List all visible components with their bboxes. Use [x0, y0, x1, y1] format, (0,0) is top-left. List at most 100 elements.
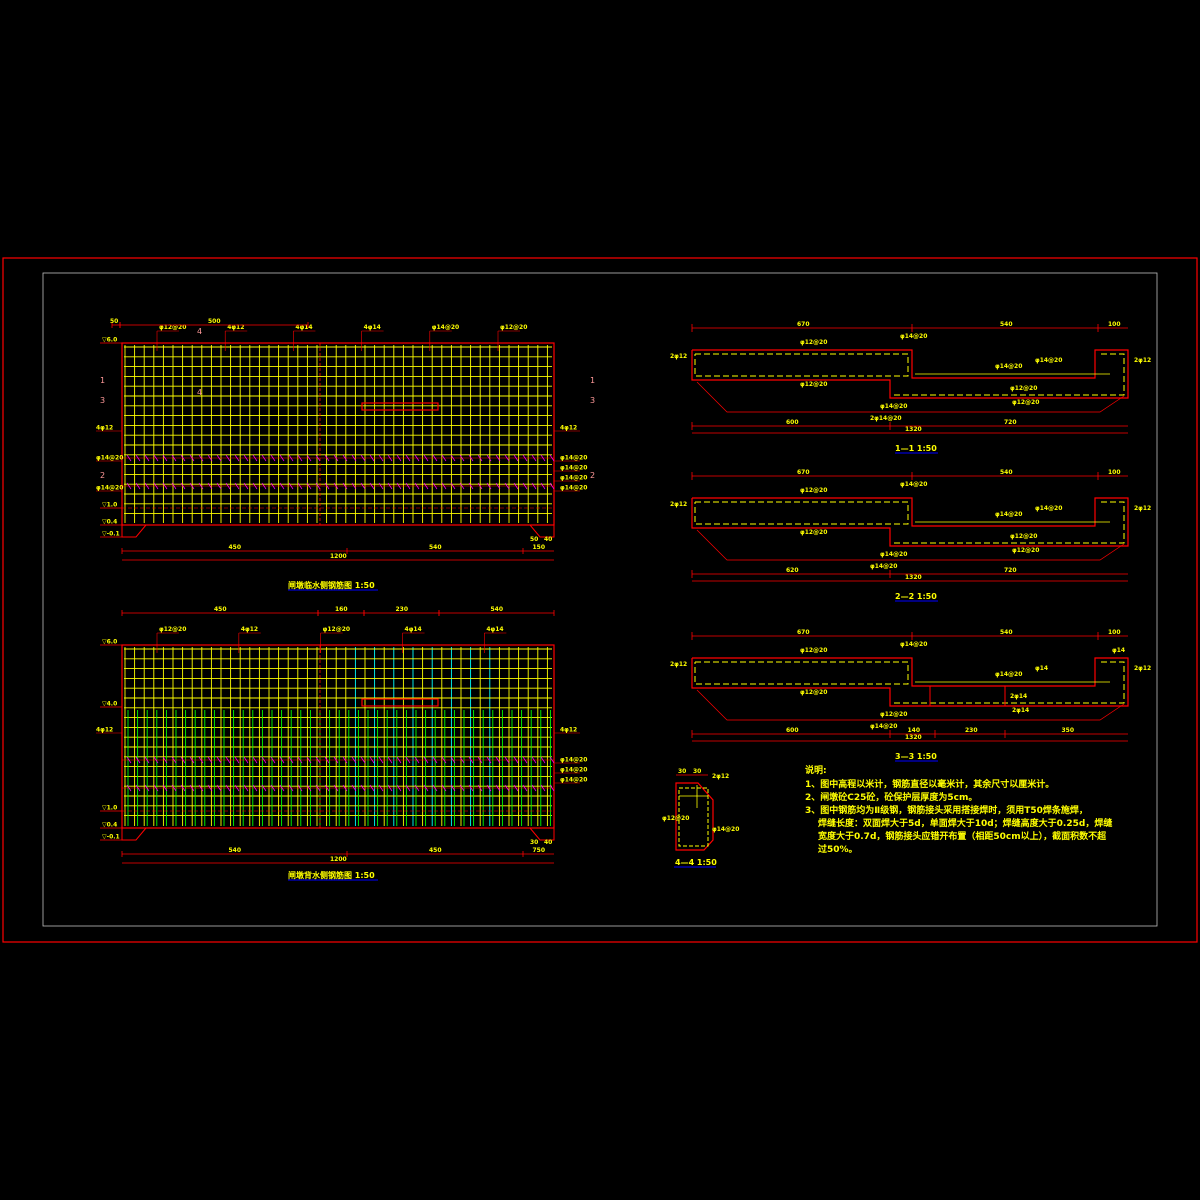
stirrup-mark: [369, 784, 375, 792]
note-line: 过50%。: [818, 843, 858, 855]
stirrup-mark: [459, 784, 465, 792]
stirrup-mark: [189, 784, 195, 792]
stirrup-mark: [180, 784, 186, 792]
dimension-text: 1320: [905, 574, 922, 581]
stirrup-mark: [207, 454, 213, 462]
stirrup-mark: [270, 454, 276, 462]
stirrup-mark: [540, 482, 546, 490]
rebar-cage: [678, 787, 709, 847]
note-line: 宽度大于0.7d，钢筋接头应错开布置（相距50cm以上），截面积数不超: [817, 830, 1107, 842]
stirrup-mark: [252, 454, 258, 462]
stirrup-mark: [459, 482, 465, 490]
stirrup-mark: [261, 756, 267, 764]
dimension-text: 40: [544, 536, 552, 543]
stirrup-mark: [234, 454, 240, 462]
stirrup-mark: [261, 784, 267, 792]
stirrup-mark: [189, 482, 195, 490]
stirrup-mark: [531, 784, 537, 792]
stirrup-mark: [378, 784, 384, 792]
stirrup-mark: [315, 784, 321, 792]
stirrup-mark: [216, 454, 222, 462]
outer-frame: [2, 257, 1198, 943]
stirrup-mark: [432, 756, 438, 764]
stirrup-mark: [387, 454, 393, 462]
section-outline: [691, 497, 1129, 547]
rebar-label: φ12@20: [800, 647, 827, 654]
section-title: 3—3 1:50: [895, 752, 937, 761]
section-mark: 1: [100, 376, 105, 385]
note-line: 3、图中钢筋均为Ⅱ级钢，钢筋接头采用搭接焊时，须用T50焊条施焊，: [805, 804, 1088, 816]
section-title: 2—2 1:50: [895, 592, 937, 601]
stirrup-mark: [288, 454, 294, 462]
dimension-text: 600: [786, 727, 799, 734]
footing-left: [121, 827, 147, 841]
stirrup-mark: [360, 756, 366, 764]
stirrup-mark: [342, 756, 348, 764]
stirrup-mark: [387, 756, 393, 764]
stirrup-mark: [540, 756, 546, 764]
stirrup-mark: [180, 482, 186, 490]
stirrup-mark: [378, 482, 384, 490]
rebar-label: 2φ12: [670, 501, 687, 508]
rebar-label: 4φ12: [96, 727, 113, 734]
stirrup-mark: [189, 756, 195, 764]
rebar-label: φ12@20: [1010, 533, 1037, 540]
rebar-label: φ14@20: [96, 455, 123, 462]
stirrup-mark: [126, 454, 132, 462]
stirrup-mark: [351, 482, 357, 490]
stirrup-mark: [495, 482, 501, 490]
rebar-label: φ14@20: [995, 511, 1022, 518]
stirrup-mark: [486, 454, 492, 462]
stirrup-mark: [243, 784, 249, 792]
stirrup-mark: [171, 482, 177, 490]
rebar-cage: [894, 353, 1125, 396]
stirrup-mark: [387, 784, 393, 792]
stirrup-mark: [270, 482, 276, 490]
stirrup-mark: [162, 454, 168, 462]
stirrup-mark: [153, 454, 159, 462]
rebar-label: 4φ12: [560, 727, 577, 734]
stirrup-mark: [513, 454, 519, 462]
rebar-label: 4φ14: [486, 626, 503, 633]
rebar-label: φ14@20: [1035, 505, 1062, 512]
rebar-label: 4φ14: [364, 324, 381, 331]
level-label: ▽0.4: [102, 519, 117, 526]
rebar-label: 2φ14: [1012, 707, 1029, 714]
rebar-label: 2φ12: [670, 661, 687, 668]
dimension-text: 100: [1108, 469, 1121, 476]
stirrup-mark: [270, 756, 276, 764]
slot-opening: [361, 402, 439, 411]
stirrup-mark: [126, 784, 132, 792]
section-1: 670 540 100 φ12@20 φ14@20 φ12@20 φ14@20 φ14@20 φ…: [670, 321, 1151, 454]
stirrup-mark: [450, 454, 456, 462]
stirrup-mark: [522, 784, 528, 792]
dimension-text: 230: [965, 727, 978, 734]
stirrup-mark: [180, 756, 186, 764]
dimension-text: 670: [797, 321, 810, 328]
rebar-label: 2φ14@20: [870, 415, 902, 422]
stirrup-mark: [414, 756, 420, 764]
level-label: ▽4.0: [102, 701, 117, 708]
rebar-label: 2φ12: [712, 773, 729, 780]
dimension-text: 30: [693, 768, 701, 775]
stirrup-mark: [549, 756, 555, 764]
stirrup-mark: [504, 756, 510, 764]
stirrup-mark: [441, 482, 447, 490]
inner-frame: [42, 272, 1158, 927]
stirrup-mark: [153, 756, 159, 764]
section-3: 670 540 100 φ12@20 φ14@20 φ12@20 φ14@20 φ14 2φ14…: [670, 629, 1151, 762]
stirrup-mark: [198, 454, 204, 462]
stirrup-mark: [504, 454, 510, 462]
stirrup-mark: [477, 784, 483, 792]
stirrup-mark: [135, 784, 141, 792]
stirrup-mark: [342, 454, 348, 462]
pier-outline: [121, 342, 555, 526]
stirrup-mark: [333, 454, 339, 462]
footing-right: [529, 524, 555, 538]
stirrup-mark: [234, 756, 240, 764]
rebar-label: φ14: [1035, 665, 1048, 672]
rebar-label: φ14@20: [560, 455, 587, 462]
stirrup-mark: [351, 756, 357, 764]
rebar-label: φ14@20: [880, 403, 907, 410]
